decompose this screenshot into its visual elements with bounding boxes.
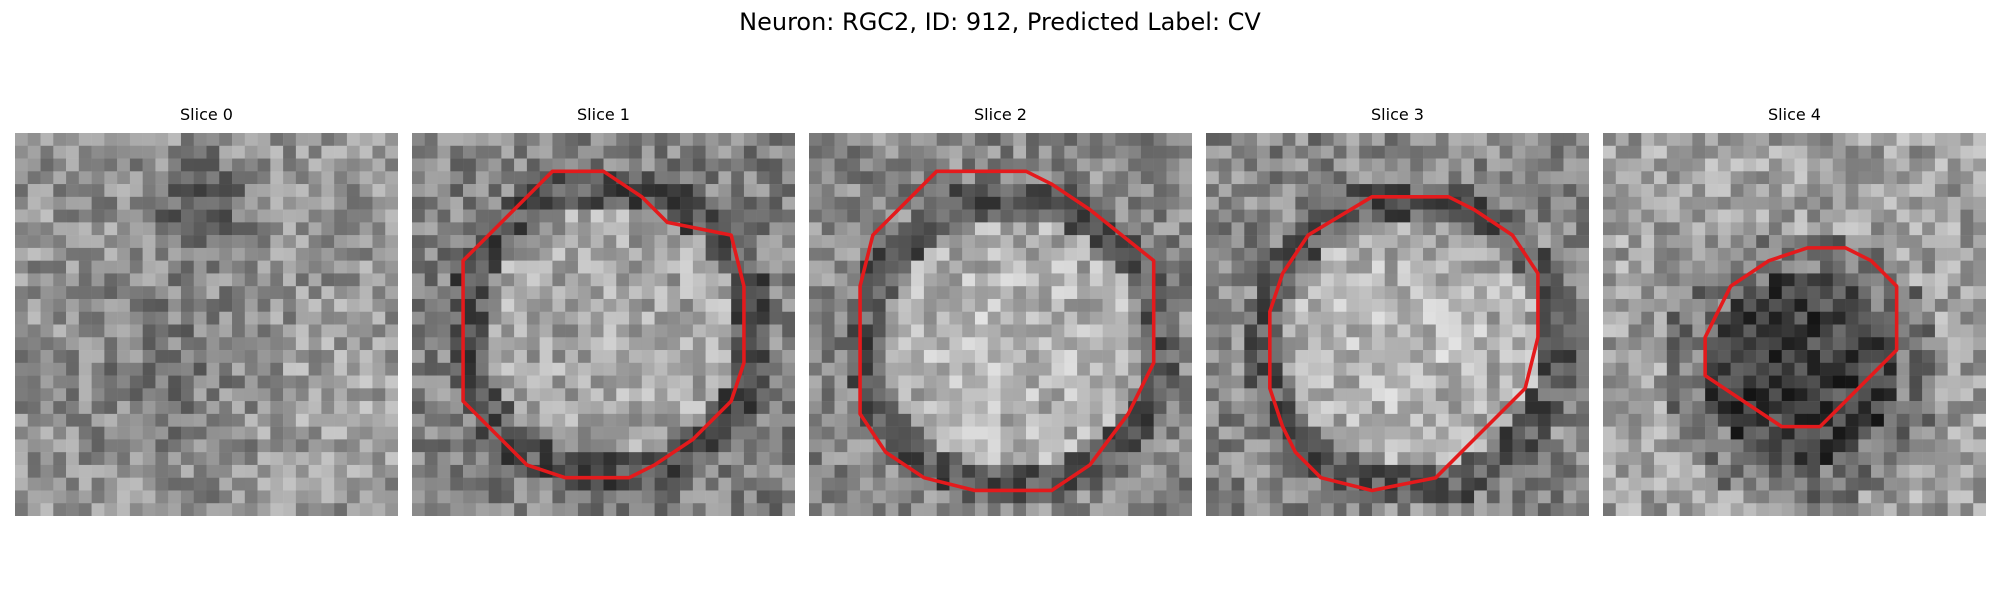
slice-panel-3: Slice 3 bbox=[1206, 105, 1589, 516]
slice-image bbox=[809, 133, 1192, 516]
slice-image bbox=[1206, 133, 1589, 516]
slice-title: Slice 2 bbox=[974, 105, 1027, 124]
slice-title: Slice 3 bbox=[1371, 105, 1424, 124]
slice-panel-2: Slice 2 bbox=[809, 105, 1192, 516]
slice-title: Slice 1 bbox=[577, 105, 630, 124]
slice-image bbox=[412, 133, 795, 516]
slice-panel-0: Slice 0 bbox=[15, 105, 398, 516]
segmentation-contour bbox=[461, 169, 746, 480]
slice-image bbox=[1603, 133, 1986, 516]
slice-title: Slice 0 bbox=[180, 105, 233, 124]
slice-panel-1: Slice 1 bbox=[412, 105, 795, 516]
segmentation-contour bbox=[1268, 195, 1540, 493]
segmentation-contour bbox=[1703, 246, 1899, 429]
segmentation-contour bbox=[858, 169, 1156, 493]
slice-title: Slice 4 bbox=[1768, 105, 1821, 124]
figure-title: Neuron: RGC2, ID: 912, Predicted Label: … bbox=[739, 8, 1261, 36]
slice-image bbox=[15, 133, 398, 516]
slice-panel-4: Slice 4 bbox=[1603, 105, 1986, 516]
